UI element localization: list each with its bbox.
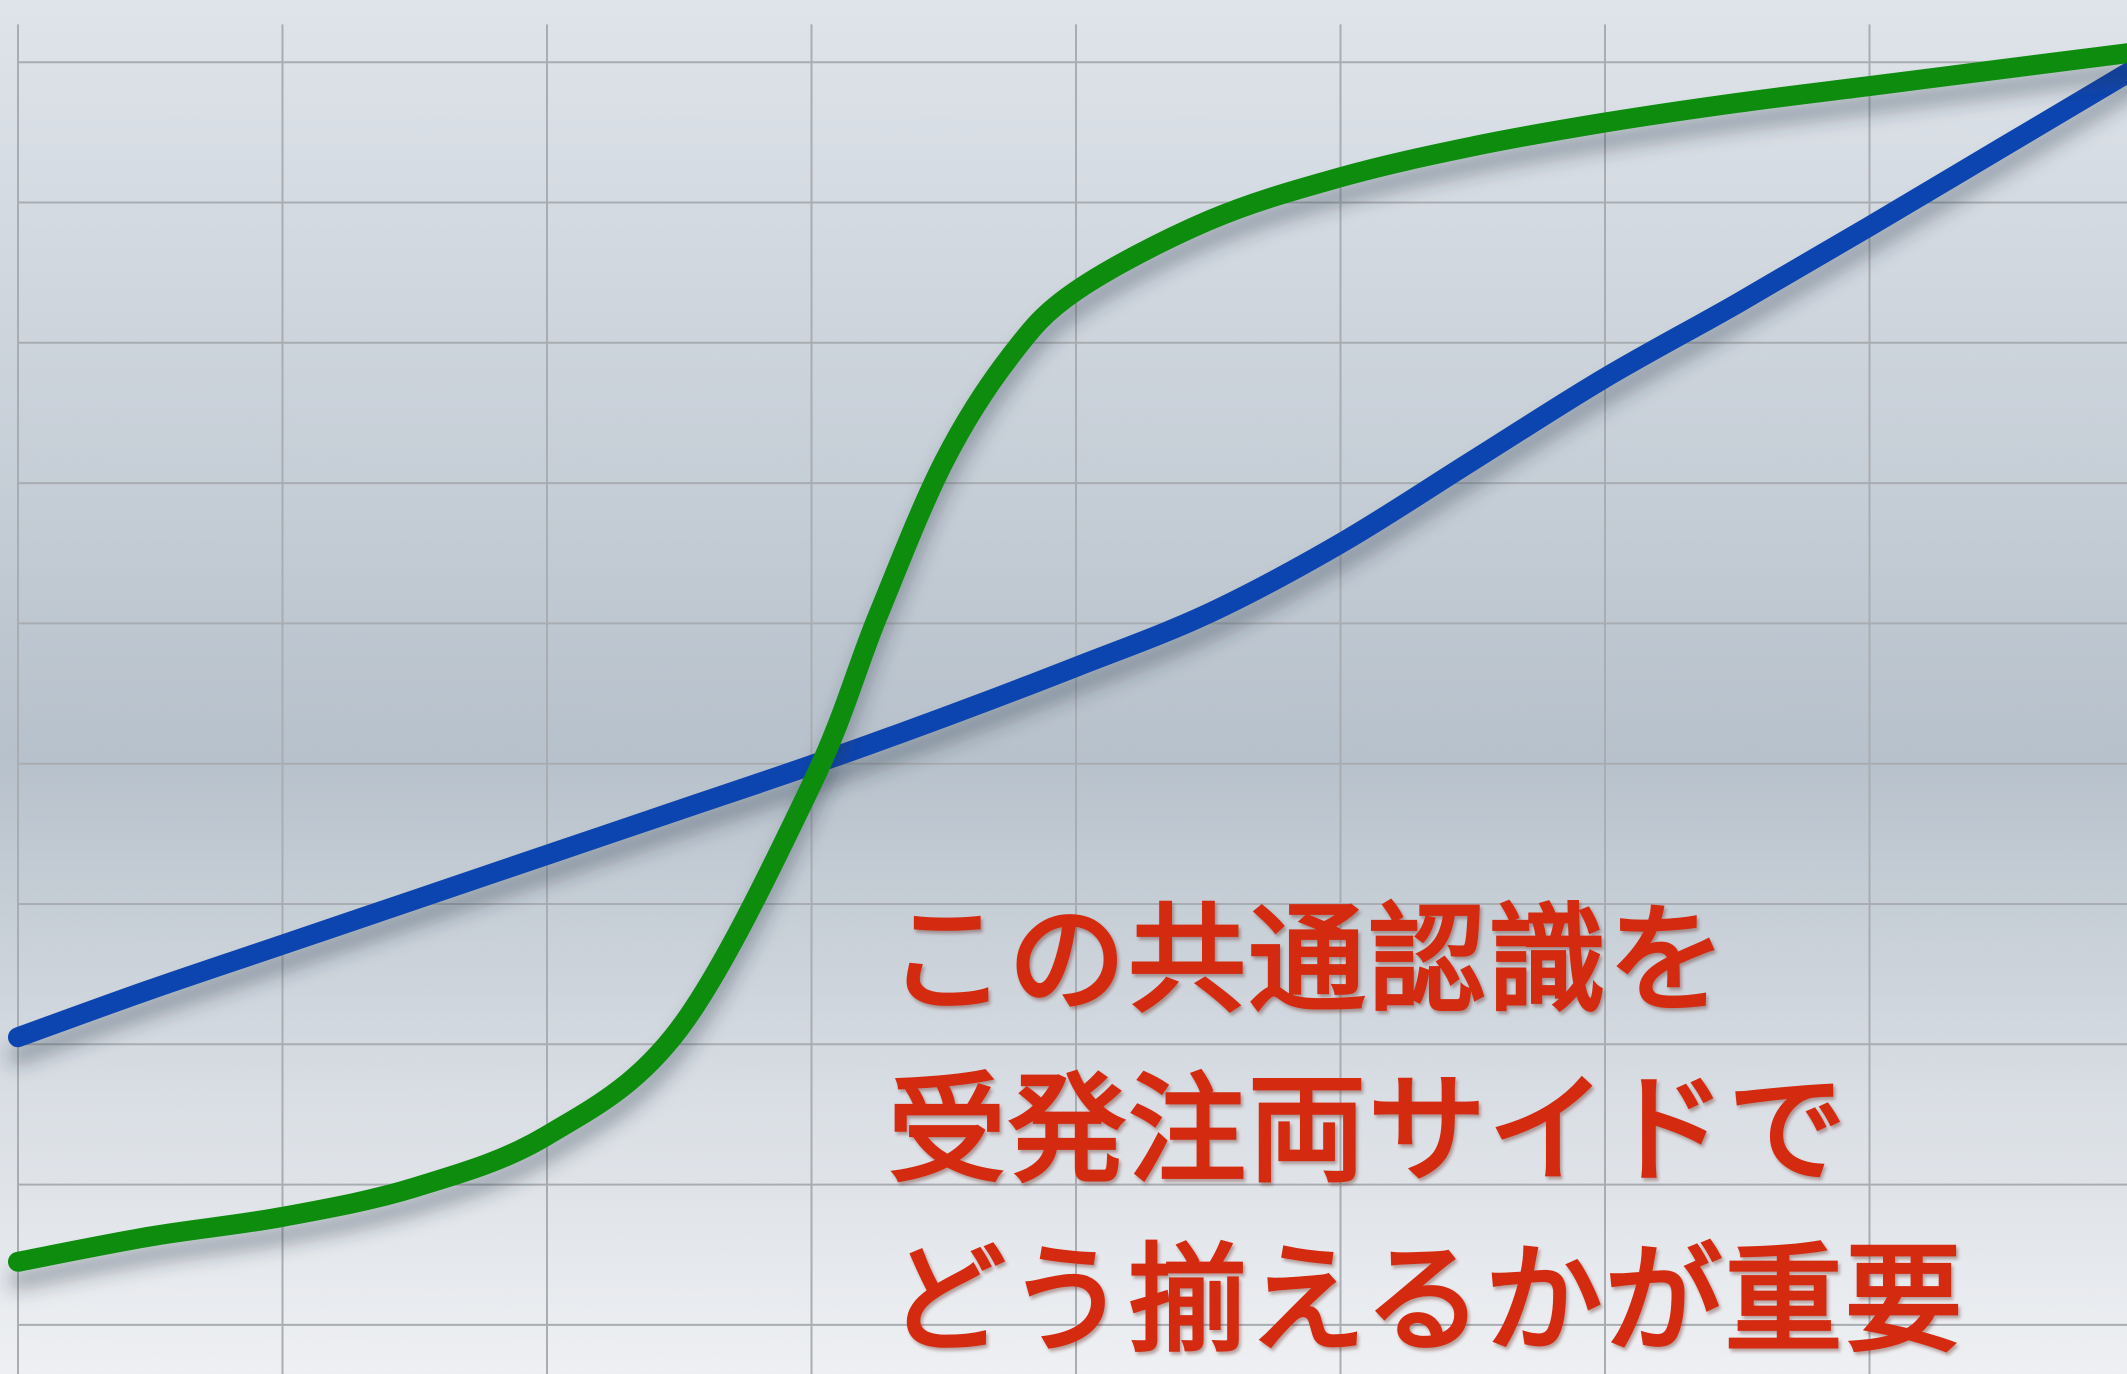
annotation-line-2: 受発注両サイドで — [888, 1061, 1849, 1199]
chart-annotation: この共通認識を 受発注両サイドで どう揃えるかが重要 — [888, 875, 2088, 1374]
annotation-line-3: どう揃えるかが重要 — [888, 1231, 1965, 1369]
series-line-blue — [8, 61, 2127, 1048]
chart-grid — [17, 24, 2127, 1374]
annotation-line-1: この共通認識を — [888, 891, 1729, 1029]
chart-series — [8, 14, 2127, 1374]
series-line-green — [8, 43, 2127, 1272]
